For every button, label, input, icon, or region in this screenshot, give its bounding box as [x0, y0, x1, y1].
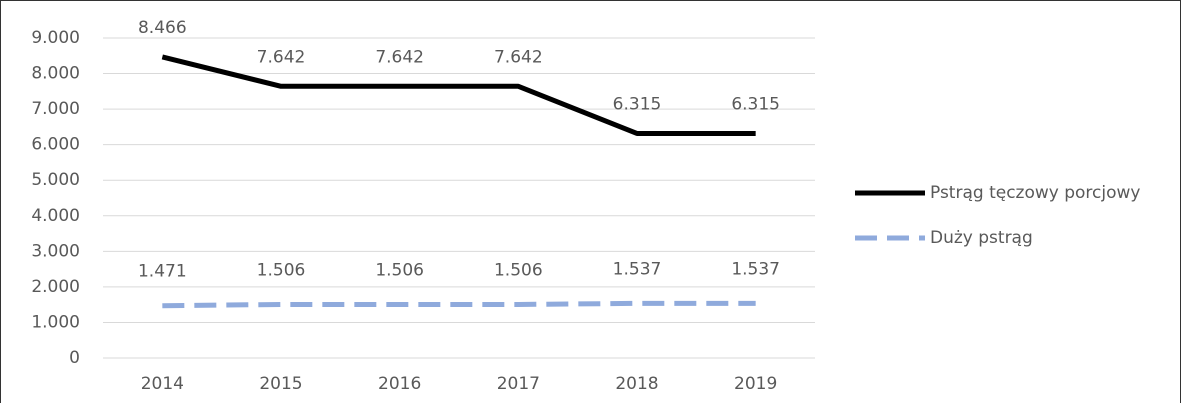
data-label: 1.506 [494, 260, 543, 280]
y-tick-label: 0 [69, 348, 80, 368]
y-tick-label: 8.000 [31, 64, 80, 84]
series-line [161, 54, 756, 136]
data-label: 1.506 [257, 260, 306, 280]
data-label: 8.466 [138, 18, 187, 38]
data-label: 1.537 [731, 259, 780, 279]
x-tick-label: 2019 [734, 374, 777, 394]
data-label: 7.642 [257, 47, 306, 67]
x-tick-label: 2016 [378, 374, 421, 394]
x-tick-label: 2015 [259, 374, 302, 394]
data-label: 7.642 [494, 47, 543, 67]
data-label: 6.315 [613, 94, 662, 114]
data-label: 6.315 [731, 94, 780, 114]
y-tick-label: 9.000 [31, 28, 80, 48]
y-tick-label: 4.000 [31, 206, 80, 226]
data-label: 1.506 [375, 260, 424, 280]
y-tick-label: 3.000 [31, 241, 80, 261]
y-tick-label: 2.000 [31, 277, 80, 297]
data-label: 1.471 [138, 262, 187, 282]
legend-label: Duży pstrąg [930, 228, 1033, 248]
x-tick-label: 2017 [497, 374, 540, 394]
x-tick-label: 2018 [615, 374, 658, 394]
series-line [162, 300, 756, 309]
y-tick-label: 6.000 [31, 135, 80, 155]
y-tick-label: 7.000 [31, 99, 80, 119]
y-tick-label: 1.000 [31, 312, 80, 332]
data-label: 7.642 [375, 47, 424, 67]
x-tick-label: 2014 [141, 374, 184, 394]
legend-label: Pstrąg tęczowy porcjowy [930, 183, 1140, 203]
data-label: 1.537 [613, 259, 662, 279]
y-tick-label: 5.000 [31, 170, 80, 190]
